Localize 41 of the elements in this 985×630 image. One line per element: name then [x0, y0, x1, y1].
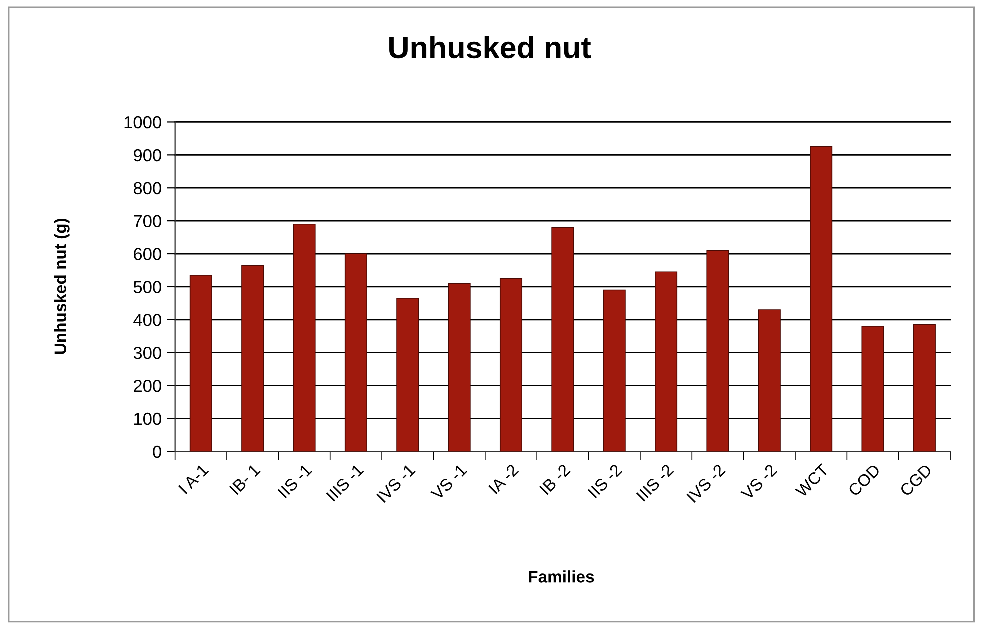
bar	[242, 265, 264, 452]
bar	[190, 275, 212, 452]
y-tick-label: 900	[134, 149, 162, 162]
bar	[706, 250, 730, 452]
y-tick-label: 500	[134, 281, 162, 294]
x-tick-label: IIS -1	[278, 464, 313, 499]
bar	[603, 290, 626, 452]
x-tick-label: IVS -2	[686, 464, 726, 504]
x-tick-label: VS -1	[430, 464, 468, 501]
x-tick-label: VS -2	[740, 464, 778, 501]
y-axis-title: Unhusked nut (g)	[54, 218, 70, 354]
bar	[552, 227, 574, 452]
bar	[344, 254, 368, 452]
bar	[396, 298, 420, 452]
x-tick-label: IIS -2	[588, 464, 623, 499]
y-tick-label: 0	[153, 446, 162, 458]
y-tick-label: 600	[134, 248, 162, 260]
chart-title: Unhusked nut	[390, 36, 592, 59]
y-tick-label: 800	[134, 182, 162, 195]
x-tick-label: IIIS -2	[636, 464, 674, 502]
bar	[655, 272, 678, 452]
bar	[913, 324, 936, 452]
y-tick-label: 400	[134, 314, 162, 326]
bar	[862, 326, 884, 452]
x-tick-label: IA -2	[488, 464, 520, 495]
x-tick-label: I A-1	[178, 464, 210, 495]
bar	[810, 146, 833, 452]
x-tick-label: IIIS -1	[326, 464, 364, 502]
x-axis-title: Families	[529, 570, 594, 583]
x-tick-label: IB- 1	[229, 464, 261, 496]
y-tick-label: 300	[134, 347, 162, 360]
bar	[500, 278, 523, 452]
y-tick-label: 100	[134, 412, 162, 426]
bar	[758, 310, 781, 452]
x-tick-label: IB -2	[539, 464, 571, 496]
y-tick-label: 1000	[124, 116, 162, 129]
y-tick-label: 200	[134, 380, 162, 392]
bar	[448, 283, 471, 452]
y-tick-label: 700	[134, 215, 162, 228]
x-tick-label: IVS -1	[376, 464, 416, 504]
bar	[293, 224, 316, 452]
